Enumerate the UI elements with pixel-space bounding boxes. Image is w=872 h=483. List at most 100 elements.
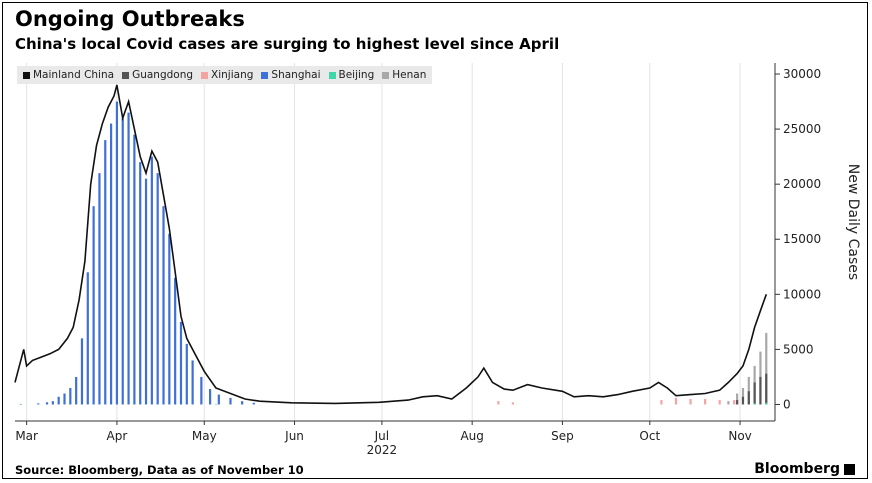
bar-shanghai: [208, 389, 212, 405]
bar-shanghai: [162, 206, 165, 405]
bar-xinjiang: [511, 402, 515, 405]
bar-xinjiang: [733, 400, 736, 405]
bar-shanghai: [86, 272, 89, 405]
bar-shanghai: [191, 360, 194, 405]
bar-henan: [741, 387, 745, 405]
bar-shanghai: [150, 156, 153, 405]
legend-swatch: [261, 71, 269, 79]
y-axis-title: New Daily Cases: [845, 164, 861, 280]
bar-shanghai: [241, 401, 244, 405]
x-tick-label: Aug: [460, 429, 483, 443]
brand-square-icon: [844, 463, 855, 475]
chart-plot: 0 5000 10000 15000 20000 25000 30000 Mar Apr May J…: [14, 63, 861, 457]
y-tick-label: 30000: [783, 67, 821, 81]
bar-shanghai: [80, 338, 84, 405]
x-tick-label: Apr: [107, 429, 128, 443]
bar-henan: [727, 401, 730, 405]
x-year-label: 2022: [367, 443, 398, 457]
legend-label: Xinjiang: [211, 69, 254, 81]
bar-guangdong: [759, 376, 762, 405]
bar-shanghai: [109, 123, 113, 405]
bar-shanghai: [92, 206, 95, 405]
legend-swatch: [23, 71, 30, 79]
bar-shanghai: [19, 403, 22, 405]
x-tick-label: Nov: [728, 429, 751, 443]
legend-swatch: [201, 71, 209, 79]
bar-henan: [747, 376, 750, 405]
source-note: Source: Bloomberg, Data as of November 1…: [15, 463, 304, 477]
legend-item-shanghai: Shanghai: [261, 69, 321, 81]
bar-shanghai: [133, 134, 136, 405]
legend-item-beijing: Beijing: [328, 69, 375, 81]
bar-shanghai: [63, 393, 66, 405]
bar-xinjiang: [704, 398, 707, 405]
legend-label: Shanghai: [271, 69, 321, 81]
bar-guangdong: [747, 391, 750, 405]
legend-swatch: [382, 71, 390, 79]
legend-label: Henan: [392, 69, 427, 81]
legend-swatch: [122, 71, 130, 79]
bar-shanghai: [37, 403, 40, 405]
bar-shanghai: [75, 376, 78, 405]
chart-title: Ongoing Outbreaks: [15, 7, 245, 31]
bar-shanghai: [139, 162, 142, 405]
x-tick-label: Oct: [639, 429, 660, 443]
legend-item-mainland-china: Mainland China: [23, 69, 114, 81]
series-line-mainland-china: [14, 84, 768, 405]
bar-shanghai: [185, 343, 188, 405]
bar-shanghai: [45, 402, 49, 405]
y-tick-label: 5000: [783, 342, 814, 356]
bar-shanghai: [127, 112, 130, 405]
legend-label: Mainland China: [33, 69, 115, 81]
x-tick-label: May: [192, 429, 217, 443]
y-tick-label: 20000: [783, 177, 821, 191]
bar-shanghai: [174, 277, 177, 405]
chart-subtitle: China's local Covid cases are surging to…: [15, 35, 560, 53]
brand-name: Bloomberg: [754, 461, 840, 477]
bar-shanghai: [121, 118, 124, 405]
bar-shanghai: [144, 178, 148, 405]
bar-shanghai: [98, 173, 101, 405]
legend-item-henan: Henan: [382, 69, 426, 81]
legend-item-xinjiang: Xinjiang: [201, 69, 253, 81]
bar-guangdong: [765, 373, 768, 405]
bar-beijing: [765, 402, 768, 405]
legend-label: Beijing: [338, 69, 375, 81]
bar-shanghai: [179, 321, 183, 405]
bar-shanghai: [51, 401, 54, 405]
bar-henan: [736, 393, 739, 405]
bar-beijing: [753, 403, 756, 405]
brand-logo: Bloomberg: [754, 461, 855, 477]
bar-guangdong: [736, 400, 739, 405]
bar-shanghai: [69, 387, 72, 405]
bar-xinjiang: [674, 397, 678, 405]
bar-xinjiang: [660, 400, 663, 405]
bar-shanghai: [104, 140, 107, 405]
bar-guangdong: [741, 396, 745, 405]
bar-shanghai: [229, 397, 232, 405]
x-tick-label: Mar: [15, 429, 38, 443]
y-tick-label: 10000: [783, 287, 821, 301]
bar-xinjiang: [689, 398, 692, 405]
bar-shanghai: [156, 173, 159, 405]
bar-shanghai: [217, 394, 220, 405]
bar-shanghai: [115, 101, 119, 405]
x-tick-label: Jul: [374, 429, 389, 443]
y-tick-label: 0: [783, 397, 791, 411]
bar-henan: [765, 332, 768, 405]
y-tick-label: 15000: [783, 232, 821, 246]
bar-xinjiang: [497, 401, 500, 405]
x-tick-label: Sep: [551, 429, 574, 443]
x-tick-label: Jun: [284, 429, 304, 443]
bar-shanghai: [252, 402, 255, 405]
legend-swatch: [328, 71, 336, 79]
bar-xinjiang: [718, 400, 721, 405]
y-tick-label: 25000: [783, 122, 821, 136]
chart-legend: Mainland China Guangdong Xinjiang Shanghai B…: [17, 66, 433, 84]
legend-item-guangdong: Guangdong: [122, 69, 193, 81]
bar-beijing: [214, 403, 218, 405]
legend-label: Guangdong: [132, 69, 194, 81]
bar-shanghai: [57, 396, 60, 405]
bar-shanghai: [200, 376, 203, 405]
